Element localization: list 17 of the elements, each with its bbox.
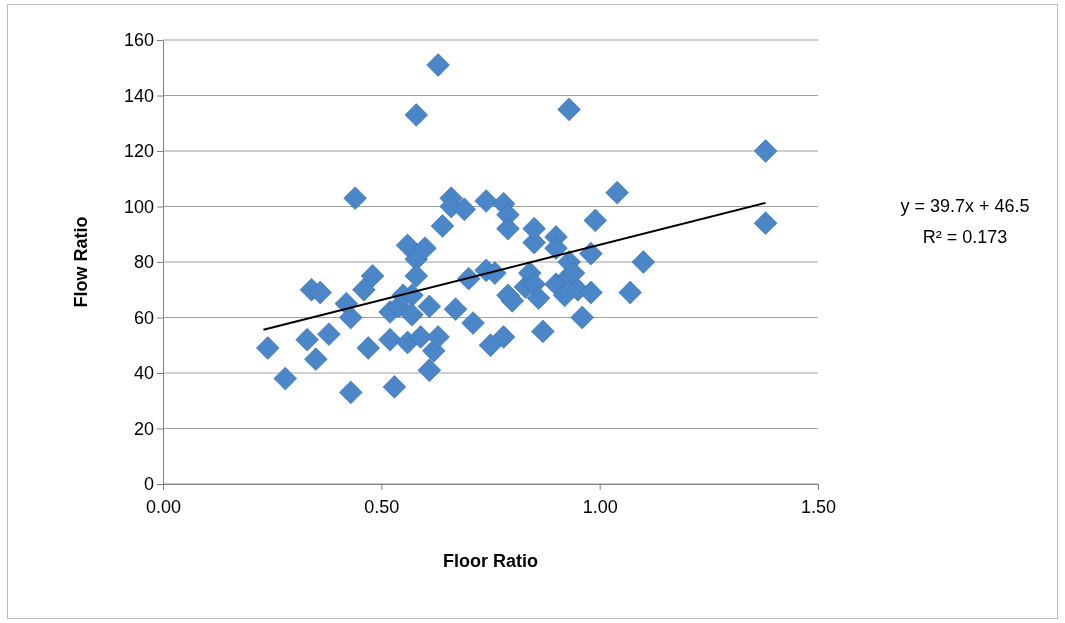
y-tick-label: 0: [143, 474, 154, 495]
y-axis-title: Flow Ratio: [71, 216, 91, 308]
y-tick-label: 160: [123, 30, 154, 51]
x-axis-title: Floor Ratio: [443, 551, 538, 571]
y-tick-label: 60: [133, 307, 154, 328]
x-tick-label: 0.50: [364, 496, 400, 517]
y-tick-label: 80: [133, 252, 154, 273]
x-tick-label: 1.00: [582, 496, 618, 517]
x-tick-label: 1.50: [800, 496, 837, 517]
y-tick-label: 120: [123, 141, 154, 162]
text: R² = 0.173: [922, 227, 1008, 247]
y-tick-label: 100: [123, 196, 154, 217]
text: y = 39.7x + 46.5: [900, 196, 1030, 216]
y-tick-label: 20: [133, 418, 154, 439]
y-tick-label: 40: [133, 363, 154, 384]
y-tick-label: 140: [123, 85, 154, 106]
x-tick-label: 0.00: [145, 496, 182, 517]
